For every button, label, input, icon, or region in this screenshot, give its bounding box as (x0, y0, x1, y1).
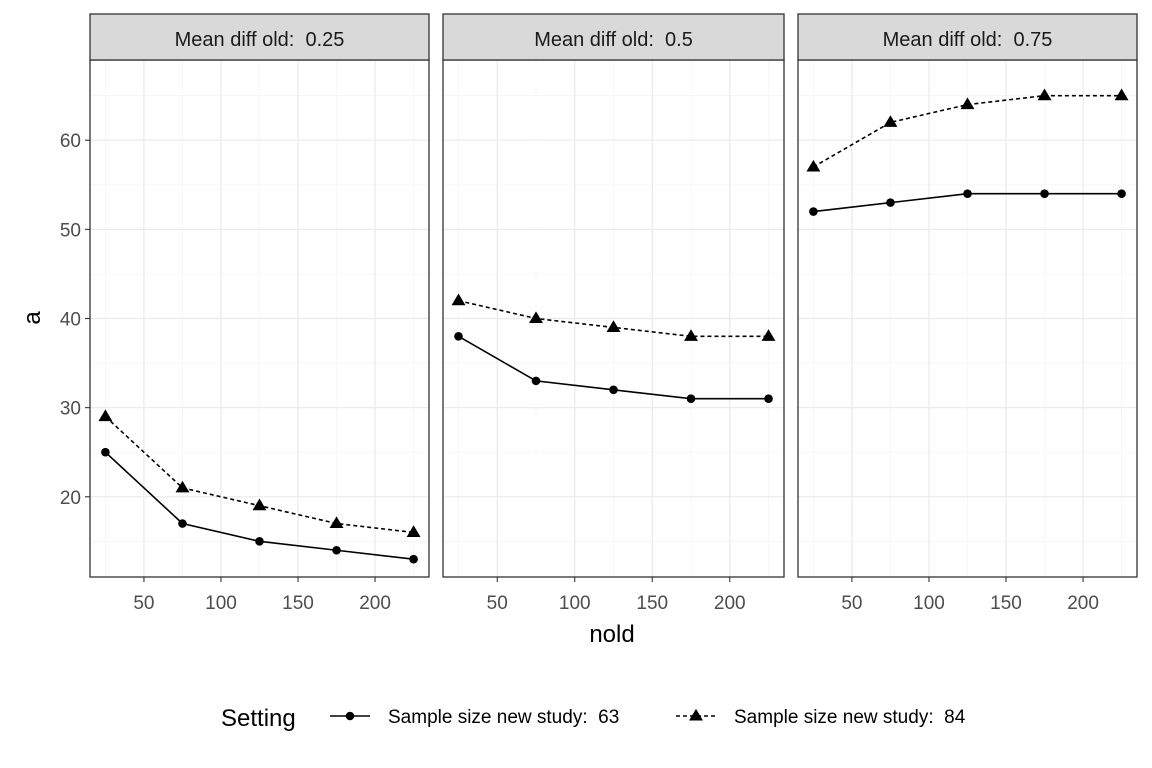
x-axis: 50 100 150 200 50 100 150 200 50 100 150 200 (133, 577, 1099, 614)
x-tick-label: 50 (841, 593, 862, 614)
data-point-triangle (1037, 88, 1052, 101)
x-tick-label: 50 (133, 593, 154, 614)
x-tick-label: 200 (1067, 593, 1099, 614)
legend-key-n63 (330, 711, 370, 721)
series-n84 (98, 409, 421, 537)
y-tick-label: 40 (60, 310, 81, 331)
gridlines (443, 60, 784, 577)
facet-strip (442, 13, 785, 61)
facet-strip (89, 13, 430, 61)
series-n63 (101, 447, 418, 564)
data-point-circle (764, 394, 773, 404)
data-point-triangle (406, 525, 421, 537)
series-n84 (451, 293, 776, 341)
x-tick-label: 100 (913, 593, 945, 614)
data-point-circle (1117, 189, 1126, 199)
data-point-circle (454, 332, 463, 341)
data-point-circle (531, 376, 541, 386)
legend-key-n84 (676, 708, 716, 721)
data-point-triangle (98, 409, 113, 422)
data-point-circle (686, 394, 696, 404)
y-tick-label: 20 (60, 488, 81, 509)
legend-key-triangle (689, 708, 703, 721)
series-n63 (454, 332, 773, 404)
panel-2: Mean diff old: 0.5 (442, 13, 785, 578)
data-point-circle (609, 385, 618, 395)
data-point-circle (255, 537, 264, 546)
data-point-triangle (684, 329, 698, 341)
series-n84 (806, 88, 1129, 172)
data-point-circle (178, 519, 187, 528)
panel-1: Mean diff old: 0.25 (89, 13, 430, 578)
data-point-triangle (252, 498, 267, 511)
x-tick-label: 150 (990, 593, 1022, 614)
data-point-triangle (529, 311, 543, 324)
x-tick-label: 150 (636, 593, 668, 614)
data-point-triangle (883, 115, 898, 127)
gridlines (798, 60, 1137, 577)
panel-3: Mean diff old: 0.75 (797, 13, 1138, 578)
data-point-circle (332, 545, 341, 555)
data-point-triangle (451, 293, 466, 306)
data-point-circle (1040, 189, 1049, 199)
data-point-triangle (1114, 88, 1129, 101)
data-point-triangle (806, 159, 821, 172)
x-tick-label: 200 (714, 593, 746, 614)
data-point-circle (101, 447, 110, 457)
facet-strip-label: Mean diff old: 0.75 (883, 29, 1053, 51)
data-point-circle (963, 189, 972, 199)
data-point-circle (886, 198, 895, 207)
legend-key-circle (345, 711, 355, 721)
legend: Setting Sample size new study: 63 Sample … (221, 705, 966, 732)
data-point-triangle (175, 480, 190, 493)
legend-title: Setting (221, 705, 296, 732)
x-tick-label: 200 (359, 593, 391, 614)
data-point-circle (809, 207, 818, 216)
y-axis: 20 30 40 50 60 (60, 131, 90, 509)
y-tick-label: 30 (60, 399, 81, 420)
x-tick-label: 100 (205, 593, 237, 614)
legend-label: Sample size new study: 63 (388, 707, 619, 728)
x-tick-label: 50 (487, 593, 508, 614)
data-point-circle (409, 554, 418, 564)
facet-strip-label: Mean diff old: 0.5 (534, 29, 693, 51)
data-point-triangle (761, 329, 776, 341)
data-point-triangle (960, 97, 975, 110)
facet-strip (797, 13, 1138, 61)
series-n63 (809, 189, 1126, 216)
x-tick-label: 100 (559, 593, 591, 614)
data-point-triangle (606, 320, 621, 332)
y-axis-title: a (19, 311, 46, 325)
y-tick-label: 50 (60, 220, 81, 241)
gridlines (90, 60, 429, 577)
data-point-triangle (329, 516, 344, 529)
y-tick-label: 60 (60, 131, 81, 152)
chart-panels: Mean diff old: 0.25 Mean diff old: 0.5 Mea… (89, 13, 1138, 578)
x-axis-title: nold (589, 621, 634, 648)
x-tick-label: 150 (282, 593, 314, 614)
facet-strip-label: Mean diff old: 0.25 (175, 29, 345, 51)
legend-label: Sample size new study: 84 (734, 707, 966, 728)
